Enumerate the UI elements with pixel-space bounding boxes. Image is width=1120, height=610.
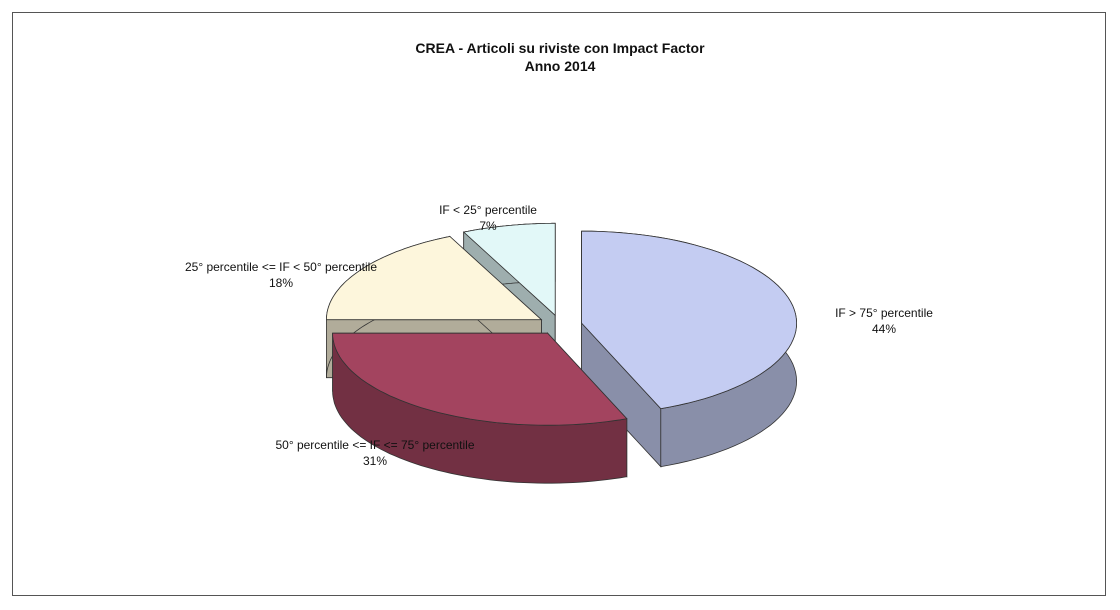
value-label: 31%: [362, 454, 388, 468]
slice-top: [462, 222, 556, 317]
category-label: IF > 75° percentile: [835, 306, 933, 320]
category-label: 25° percentile <= IF < 50° percentile: [184, 260, 378, 274]
value-label: 18%: [268, 276, 294, 290]
chart-subtitle: Anno 2014: [524, 58, 596, 74]
data-label: 25° percentile <= IF < 50° percentile 18%: [176, 259, 386, 291]
slice-top: [581, 230, 798, 410]
chart-title: CREA - Articoli su riviste con Impact Fa…: [415, 40, 705, 56]
value-label: 44%: [871, 322, 897, 336]
chart-frame: [12, 12, 1106, 596]
category-label: IF < 25° percentile: [439, 203, 537, 217]
category-label: 50° percentile <= IF <= 75° percentile: [275, 438, 475, 452]
value-label: 7%: [479, 219, 497, 233]
data-label: IF > 75° percentile 44%: [779, 305, 989, 337]
slice-top: [325, 236, 543, 321]
slice: [581, 230, 798, 468]
slice: [332, 332, 628, 484]
slice-top: [332, 332, 628, 426]
data-label: IF < 25° percentile 7%: [383, 202, 593, 234]
data-label: 50° percentile <= IF <= 75° percentile 31…: [270, 437, 480, 469]
